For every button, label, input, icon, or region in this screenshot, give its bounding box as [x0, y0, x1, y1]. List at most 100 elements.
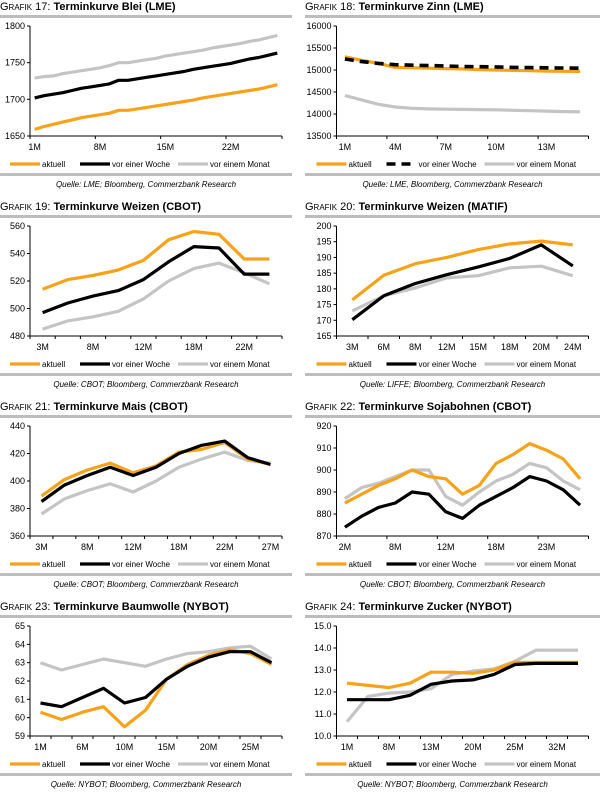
source-divider	[305, 773, 600, 776]
x-tick-label: 7M	[439, 142, 452, 152]
x-tick-label: 8M	[87, 342, 100, 352]
chart-title: Grafik 18: Terminkurve Zinn (LME)	[305, 1, 484, 13]
source-divider	[0, 573, 292, 576]
y-tick-label: 165	[316, 331, 331, 341]
legend-label-woche: vor einer Woche	[419, 360, 478, 369]
x-tick-label: 15M	[469, 342, 487, 352]
legend-label-monat: vor einem Monat	[517, 760, 577, 769]
y-tick-label: 540	[10, 249, 25, 259]
y-tick-label: 440	[10, 421, 25, 431]
x-tick-label: 20M	[464, 742, 482, 752]
chart-number: Grafik 20:	[305, 201, 359, 213]
y-tick-label: 170	[316, 315, 331, 325]
y-tick-label: 1800	[5, 21, 25, 31]
series-line-woche	[351, 243, 574, 321]
source-note: Quelle: CBOT; Bloomberg, Commerzbank Res…	[53, 380, 239, 389]
legend-label-monat: vor einem Monat	[210, 360, 270, 369]
y-tick-label: 560	[10, 221, 25, 231]
source-divider	[305, 573, 600, 576]
x-tick-label: 1M	[341, 742, 354, 752]
chart-number: Grafik 19:	[0, 201, 54, 213]
y-tick-label: 360	[10, 531, 25, 541]
x-tick-label: 13M	[538, 142, 556, 152]
series-line-aktuell	[344, 442, 582, 505]
chart-title: Grafik 19: Terminkurve Weizen (CBOT)	[0, 201, 201, 213]
source-note: Quelle: LME; Bloomberg, Commerzbank Rese…	[55, 180, 237, 189]
chart-panel: Grafik 23: Terminkurve Baumwolle (NYBOT)…	[0, 600, 292, 800]
legend-label-aktuell: aktuell	[42, 360, 65, 369]
chart-name: Terminkurve Zucker (NYBOT)	[358, 601, 512, 613]
legend-label-aktuell: aktuell	[42, 160, 65, 169]
x-tick-label: 22M	[222, 142, 240, 152]
series-line-woche	[40, 439, 271, 503]
chart-title: Grafik 20: Terminkurve Weizen (MATIF)	[305, 201, 508, 213]
x-tick-label: 25M	[506, 742, 524, 752]
x-tick-label: 1M	[339, 142, 352, 152]
x-tick-label: 10M	[116, 742, 134, 752]
chart-title: Grafik 21: Terminkurve Mais (CBOT)	[0, 401, 188, 413]
title-divider	[0, 615, 292, 618]
chart-name: Terminkurve Mais (CBOT)	[53, 401, 188, 413]
y-tick-label: 420	[10, 449, 25, 459]
legend-label-woche: vor einer Woche	[112, 360, 171, 369]
legend-label-aktuell: aktuell	[349, 360, 372, 369]
y-tick-label: 60	[15, 713, 25, 723]
x-tick-label: 12M	[135, 342, 153, 352]
line-chart: 870 880 890 900 910 920 2M 8M 12M 18M 23M aktuell vo…	[316, 421, 589, 569]
y-tick-label: 920	[316, 421, 331, 431]
x-tick-label: 18M	[185, 342, 203, 352]
legend-label-woche: vor einer Woche	[112, 560, 171, 569]
x-tick-label: 3M	[35, 542, 48, 552]
line-chart: 480 500 520 540 560 3M 8M 12M 18M 22M aktuell vor e…	[10, 221, 283, 369]
y-tick-label: 14.0	[314, 643, 332, 653]
x-tick-label: 25M	[242, 742, 260, 752]
series-line-monat	[42, 261, 271, 331]
source-note: Quelle: CBOT; Bloomberg, Commerzbank Res…	[53, 580, 239, 589]
y-tick-label: 900	[316, 465, 331, 475]
legend-label-woche: vor einer Woche	[112, 160, 171, 169]
legend-label-monat: vor einem Monat	[210, 760, 270, 769]
y-tick-label: 65	[15, 621, 25, 631]
line-chart: 360 380 400 420 440 3M 8M 12M 18M 22M 27M aktuell vo…	[10, 421, 283, 569]
x-tick-label: 24M	[564, 342, 582, 352]
x-tick-label: 12M	[438, 342, 456, 352]
legend-label-monat: vor einem Monat	[210, 160, 270, 169]
x-tick-label: 2M	[339, 542, 352, 552]
x-tick-label: 32M	[548, 742, 566, 752]
y-tick-label: 480	[10, 331, 25, 341]
x-tick-label: 12M	[437, 542, 455, 552]
chart-number: Grafik 21:	[0, 401, 54, 413]
series-line-woche	[42, 245, 270, 315]
chart-name: Terminkurve Zinn (LME)	[358, 1, 484, 13]
line-chart: 59 60 61 62 63 64 65 1M 6M 10M 15M 20M 25M aktuell vor…	[10, 621, 283, 769]
series-line-aktuell	[42, 229, 270, 291]
title-divider	[305, 615, 600, 618]
chart-number: Grafik 24:	[305, 601, 359, 613]
y-tick-label: 500	[10, 304, 25, 314]
series-line-aktuell	[344, 55, 581, 74]
source-note: Quelle: CBOT; Bloomberg, Commerzbank Res…	[359, 580, 546, 589]
y-tick-label: 63	[15, 658, 25, 668]
y-tick-label: 16000	[306, 21, 331, 31]
series-line-woche	[34, 51, 278, 100]
y-tick-label: 195	[316, 237, 331, 247]
series-line-aktuell	[34, 83, 278, 131]
chart-name: Terminkurve Weizen (MATIF)	[358, 201, 508, 213]
series-line-monat	[40, 450, 271, 516]
x-tick-label: 3M	[36, 342, 49, 352]
x-tick-label: 8M	[383, 742, 396, 752]
line-chart: 1650 1700 1750 1800 1M 8M 15M 22M aktuell vor ein…	[5, 21, 283, 169]
chart-name: Terminkurve Baumwolle (NYBOT)	[53, 601, 229, 613]
source-note: Quelle: NYBOT; Bloomberg, Commerzbank Re…	[357, 780, 548, 789]
chart-name: Terminkurve Weizen (CBOT)	[53, 201, 202, 213]
legend-label-woche: vor einer Woche	[112, 760, 171, 769]
legend-label-aktuell: aktuell	[42, 760, 65, 769]
y-tick-label: 1700	[5, 94, 25, 104]
y-tick-label: 880	[316, 509, 331, 519]
y-tick-label: 10.0	[314, 731, 332, 741]
series-line-woche	[344, 57, 581, 70]
x-tick-label: 15M	[157, 142, 175, 152]
series-line-aktuell	[351, 239, 573, 302]
chart-title: Grafik 24: Terminkurve Zucker (NYBOT)	[305, 601, 512, 613]
chart-panel: Grafik 24: Terminkurve Zucker (NYBOT) 10.…	[305, 600, 600, 800]
